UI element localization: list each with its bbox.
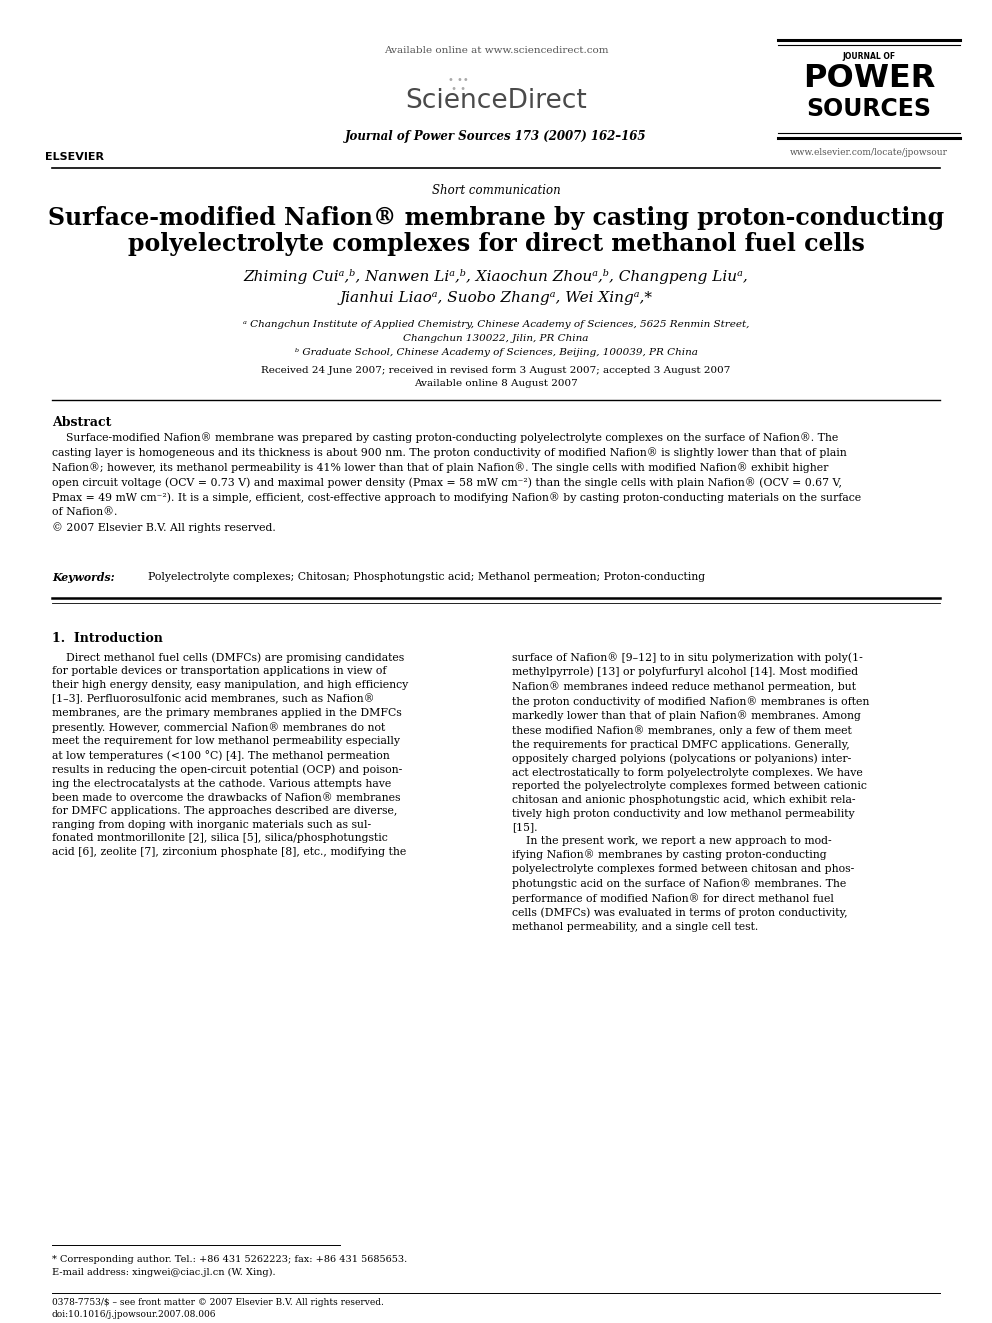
- Text: ᵇ Graduate School, Chinese Academy of Sciences, Beijing, 100039, PR China: ᵇ Graduate School, Chinese Academy of Sc…: [295, 348, 697, 357]
- Text: Journal of Power Sources 173 (2007) 162–165: Journal of Power Sources 173 (2007) 162–…: [345, 130, 647, 143]
- Text: www.elsevier.com/locate/jpowsour: www.elsevier.com/locate/jpowsour: [790, 148, 948, 157]
- Text: ScienceDirect: ScienceDirect: [405, 89, 587, 114]
- Text: Available online 8 August 2007: Available online 8 August 2007: [414, 378, 578, 388]
- Text: Available online at www.sciencedirect.com: Available online at www.sciencedirect.co…: [384, 46, 608, 56]
- Text: surface of Nafion® [9–12] to in situ polymerization with poly(1-
methylpyrrole) : surface of Nafion® [9–12] to in situ pol…: [512, 652, 869, 931]
- Text: POWER: POWER: [803, 64, 935, 94]
- Text: E-mail address: xingwei@ciac.jl.cn (W. Xing).: E-mail address: xingwei@ciac.jl.cn (W. X…: [52, 1267, 276, 1277]
- Text: Surface-modified Nafion® membrane by casting proton-conducting: Surface-modified Nafion® membrane by cas…: [48, 206, 944, 230]
- Text: Jianhui Liaoᵃ, Suobo Zhangᵃ, Wei Xingᵃ,*: Jianhui Liaoᵃ, Suobo Zhangᵃ, Wei Xingᵃ,*: [339, 291, 653, 306]
- Text: polyelectrolyte complexes for direct methanol fuel cells: polyelectrolyte complexes for direct met…: [128, 232, 864, 255]
- Text: 1.  Introduction: 1. Introduction: [52, 632, 163, 646]
- Text: Keywords:: Keywords:: [52, 572, 115, 583]
- Text: 0378-7753/$ – see front matter © 2007 Elsevier B.V. All rights reserved.: 0378-7753/$ – see front matter © 2007 El…: [52, 1298, 384, 1307]
- Text: JOURNAL OF: JOURNAL OF: [842, 52, 896, 61]
- Text: ᵃ Changchun Institute of Applied Chemistry, Chinese Academy of Sciences, 5625 Re: ᵃ Changchun Institute of Applied Chemist…: [243, 320, 749, 329]
- Text: Direct methanol fuel cells (DMFCs) are promising candidates
for portable devices: Direct methanol fuel cells (DMFCs) are p…: [52, 652, 409, 857]
- Text: ELSEVIER: ELSEVIER: [46, 152, 104, 161]
- Text: doi:10.1016/j.jpowsour.2007.08.006: doi:10.1016/j.jpowsour.2007.08.006: [52, 1310, 216, 1319]
- Text: Surface-modified Nafion® membrane was prepared by casting proton-conducting poly: Surface-modified Nafion® membrane was pr…: [52, 433, 861, 533]
- Text: Changchun 130022, Jilin, PR China: Changchun 130022, Jilin, PR China: [404, 333, 588, 343]
- Text: Received 24 June 2007; received in revised form 3 August 2007; accepted 3 August: Received 24 June 2007; received in revis…: [261, 366, 731, 374]
- Text: * Corresponding author. Tel.: +86 431 5262223; fax: +86 431 5685653.: * Corresponding author. Tel.: +86 431 52…: [52, 1256, 408, 1263]
- Text: SOURCES: SOURCES: [806, 97, 931, 120]
- Text: Abstract: Abstract: [52, 415, 111, 429]
- Text: Polyelectrolyte complexes; Chitosan; Phosphotungstic acid; Methanol permeation; : Polyelectrolyte complexes; Chitosan; Pho…: [148, 572, 705, 582]
- Text: Zhiming Cuiᵃ,ᵇ, Nanwen Liᵃ,ᵇ, Xiaochun Zhouᵃ,ᵇ, Changpeng Liuᵃ,: Zhiming Cuiᵃ,ᵇ, Nanwen Liᵃ,ᵇ, Xiaochun Z…: [244, 269, 748, 284]
- Text: • ••
 • •: • •• • •: [448, 75, 469, 94]
- Text: Short communication: Short communication: [432, 184, 560, 197]
